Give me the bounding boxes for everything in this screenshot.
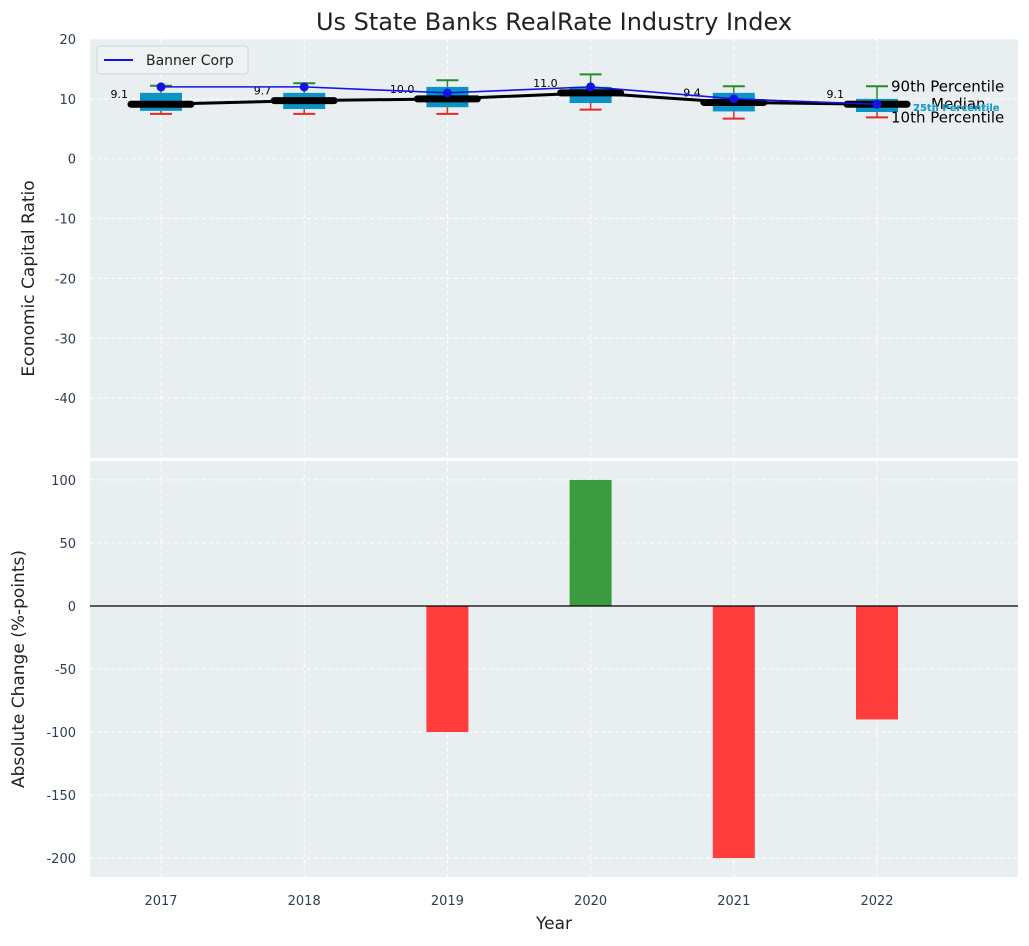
x-tick-label: 2020 bbox=[574, 894, 607, 909]
median-value-label: 10.0 bbox=[390, 83, 415, 96]
bottom-y-tick-label: 100 bbox=[51, 474, 76, 489]
banner-corp-point bbox=[156, 82, 166, 92]
top-panel: 20 10 0 -10 -20 -30 -40 9.1 9.7 10.0 11.0 9.4 9.1 bbox=[55, 33, 1018, 458]
x-tick-label: 2017 bbox=[144, 894, 177, 909]
change-bar bbox=[569, 479, 612, 606]
banner-corp-point bbox=[442, 88, 452, 98]
top-y-tick-label: 0 bbox=[68, 153, 76, 168]
bottom-y-tick-label: 50 bbox=[59, 537, 76, 552]
top-y-tick-label: -40 bbox=[55, 392, 76, 407]
bottom-y-axis-label: Absolute Change (%-points) bbox=[9, 550, 29, 788]
legend: Banner Corp bbox=[96, 45, 249, 75]
annotation-median: Median bbox=[931, 95, 986, 113]
banner-corp-point bbox=[299, 82, 309, 92]
change-bar bbox=[426, 605, 469, 733]
x-tick-label: 2021 bbox=[717, 894, 750, 909]
x-tick-label: 2019 bbox=[431, 894, 464, 909]
annotation-25th-percentile: 25th Percentile bbox=[913, 103, 1000, 114]
bottom-y-tick-label: -100 bbox=[46, 726, 76, 741]
annotation-75th-percentile: 75th Percentile bbox=[913, 103, 1000, 114]
bottom-y-tick-label: -50 bbox=[55, 663, 76, 678]
top-y-tick-label: -20 bbox=[55, 272, 76, 287]
top-y-tick-label: -10 bbox=[55, 213, 76, 228]
top-y-axis-label: Economic Capital Ratio bbox=[19, 180, 39, 376]
annotation-10th-percentile: 10th Percentile bbox=[891, 108, 1004, 126]
x-tick-label: 2022 bbox=[860, 894, 893, 909]
median-value-label: 9.7 bbox=[254, 85, 272, 98]
banner-corp-point bbox=[729, 94, 739, 104]
legend-label-banner-corp: Banner Corp bbox=[146, 53, 234, 69]
change-bar bbox=[712, 605, 755, 859]
bottom-panel: 100 50 0 -50 -100 -150 -200 2017 2018 2019 2020 202… bbox=[46, 461, 1018, 909]
banner-corp-point bbox=[872, 99, 882, 109]
bottom-y-tick-label: -200 bbox=[46, 852, 76, 867]
bottom-y-tick-label: 0 bbox=[68, 600, 76, 615]
change-bar bbox=[856, 605, 898, 720]
annotation-90th-percentile: 90th Percentile bbox=[891, 77, 1004, 95]
legend-box bbox=[96, 45, 249, 75]
top-y-tick-label: -30 bbox=[55, 332, 76, 347]
x-tick-label: 2018 bbox=[288, 894, 321, 909]
chart-title: Us State Banks RealRate Industry Index bbox=[316, 8, 792, 36]
banner-corp-line bbox=[161, 86, 878, 106]
bottom-y-tick-label: -150 bbox=[46, 789, 76, 804]
median-value-label: 9.4 bbox=[683, 86, 701, 99]
banner-corp-point bbox=[586, 82, 596, 92]
median-value-label: 11.0 bbox=[533, 77, 558, 90]
median-value-label: 9.1 bbox=[111, 88, 129, 101]
median-value-label: 9.1 bbox=[827, 88, 845, 101]
top-y-tick-label: 10 bbox=[59, 93, 76, 108]
x-axis-label: Year bbox=[535, 914, 572, 934]
top-y-tick-label: 20 bbox=[59, 33, 76, 48]
